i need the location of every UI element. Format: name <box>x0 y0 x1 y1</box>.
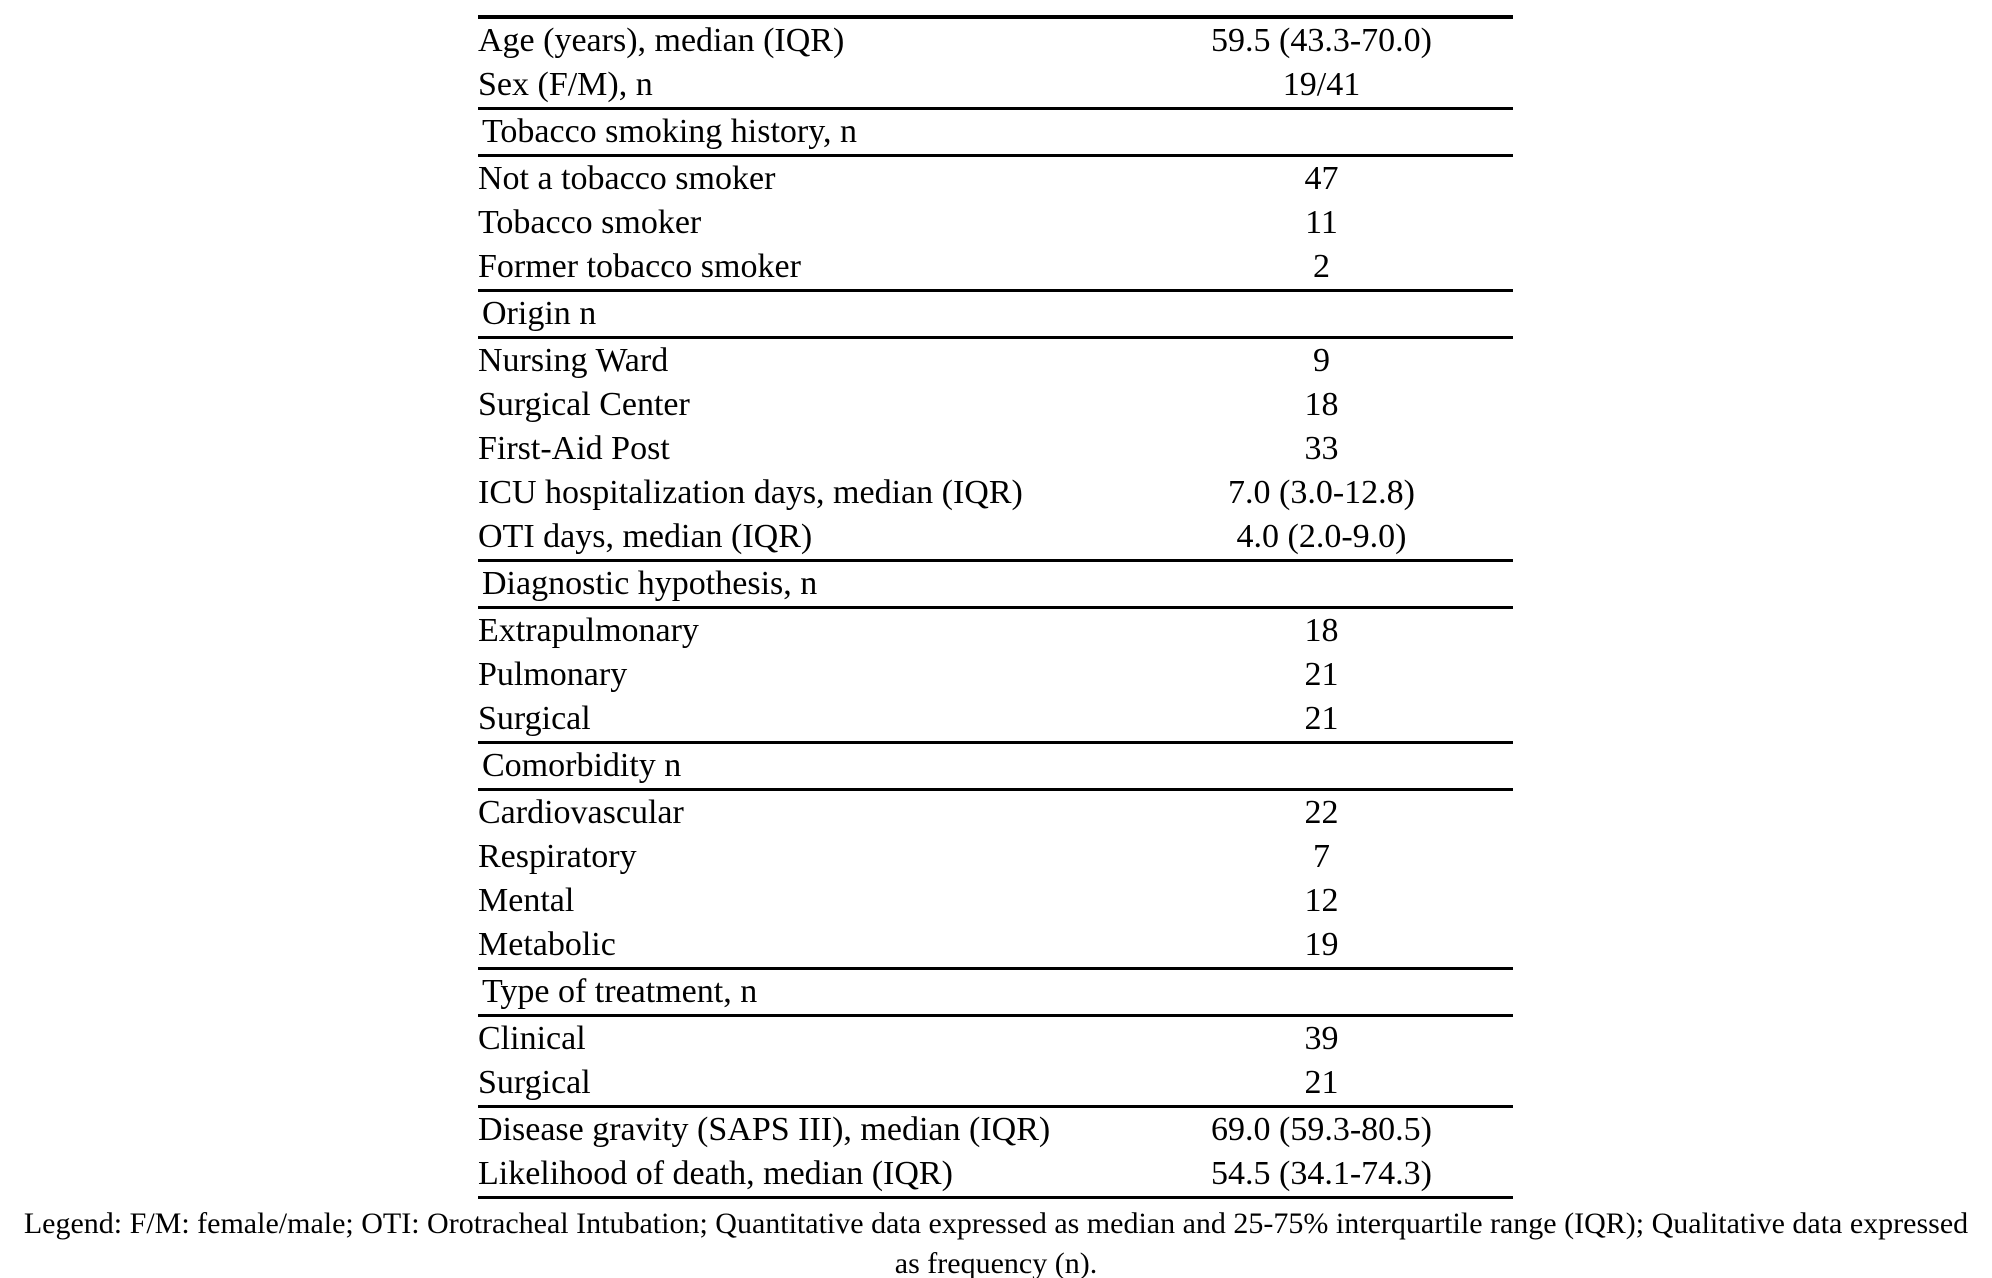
table-row: Metabolic 19 <box>478 923 1513 969</box>
section-header-row: Tobacco smoking history, n <box>478 107 1513 157</box>
section-header-row: Type of treatment, n <box>478 967 1513 1017</box>
row-value: 33 <box>1304 430 1339 467</box>
row-value: 59.5 (43.3-70.0) <box>1211 22 1432 59</box>
row-label: First-Aid Post <box>478 430 670 467</box>
row-label: Surgical Center <box>478 386 690 423</box>
section-header-label: Type of treatment, n <box>478 967 1513 1017</box>
row-value: 4.0 (2.0-9.0) <box>1236 518 1407 555</box>
row-value: 39 <box>1304 1020 1339 1057</box>
row-value: 21 <box>1304 1064 1339 1101</box>
table-row: ICU hospitalization days, median (IQR) 7… <box>478 471 1513 515</box>
row-label: ICU hospitalization days, median (IQR) <box>478 474 1023 511</box>
table-row: Respiratory 7 <box>478 835 1513 879</box>
row-value: 11 <box>1305 204 1338 241</box>
row-value: 69.0 (59.3-80.5) <box>1130 1105 1513 1152</box>
section-header-label: Origin n <box>478 289 1513 339</box>
table-row: Age (years), median (IQR) 59.5 (43.3-70.… <box>478 17 1513 63</box>
row-value: 2 <box>1313 248 1331 285</box>
row-value: 54.5 (34.1-74.3) <box>1211 1155 1432 1192</box>
row-label: Extrapulmonary <box>478 612 699 649</box>
section-header-label: Comorbidity n <box>478 741 1513 791</box>
row-value: 12 <box>1304 882 1339 919</box>
table-legend: Legend: F/M: female/male; OTI: Orotrache… <box>23 1207 1969 1278</box>
section-header-label: Diagnostic hypothesis, n <box>478 559 1513 609</box>
table-row: Pulmonary 21 <box>478 653 1513 697</box>
table-row: First-Aid Post 33 <box>478 427 1513 471</box>
table-body: Age (years), median (IQR) 59.5 (43.3-70.… <box>478 17 1513 1198</box>
row-value: 19 <box>1304 926 1339 963</box>
table-row: Former tobacco smoker 2 <box>478 245 1513 291</box>
row-value: 7 <box>1313 838 1331 875</box>
row-label: Age (years), median (IQR) <box>478 22 845 59</box>
row-label: OTI days, median (IQR) <box>478 518 813 555</box>
row-label: Sex (F/M), n <box>478 66 653 103</box>
table-row: Tobacco smoker 11 <box>478 201 1513 245</box>
row-label: Surgical <box>478 700 591 737</box>
table-row: Surgical 21 <box>478 1061 1513 1107</box>
row-label: Likelihood of death, median (IQR) <box>478 1155 953 1192</box>
table-row: Not a tobacco smoker 47 <box>478 156 1513 202</box>
table-row: Clinical 39 <box>478 1016 1513 1062</box>
row-value: 18 <box>1304 386 1339 423</box>
row-label: Former tobacco smoker <box>478 248 801 285</box>
table-row: Likelihood of death, median (IQR) 54.5 (… <box>478 1152 1513 1198</box>
table-row: Cardiovascular 22 <box>478 790 1513 836</box>
table-row: Mental 12 <box>478 879 1513 923</box>
row-value: 9 <box>1313 342 1331 379</box>
row-label: Cardiovascular <box>478 794 684 831</box>
row-label: Clinical <box>478 1020 586 1057</box>
table-row: Surgical 21 <box>478 697 1513 743</box>
row-label: Tobacco smoker <box>478 204 702 241</box>
table-row: Extrapulmonary 18 <box>478 608 1513 654</box>
table-row: Sex (F/M), n 19/41 <box>478 63 1513 109</box>
row-value: 18 <box>1304 612 1339 649</box>
row-value: 21 <box>1304 700 1339 737</box>
row-value: 19/41 <box>1282 66 1361 103</box>
row-value: 21 <box>1304 656 1339 693</box>
row-label: Respiratory <box>478 838 637 875</box>
section-header-row: Comorbidity n <box>478 741 1513 791</box>
section-header-label: Tobacco smoking history, n <box>478 107 1513 157</box>
row-label: Not a tobacco smoker <box>478 160 776 197</box>
row-label: Surgical <box>478 1064 591 1101</box>
section-header-row: Diagnostic hypothesis, n <box>478 559 1513 609</box>
table-row: Disease gravity (SAPS III), median (IQR)… <box>478 1105 1513 1152</box>
row-label: Mental <box>478 882 575 919</box>
patient-characteristics-table: Age (years), median (IQR) 59.5 (43.3-70.… <box>478 15 1513 1199</box>
section-header-row: Origin n <box>478 289 1513 339</box>
row-value: 7.0 (3.0-12.8) <box>1228 474 1415 511</box>
row-label: Disease gravity (SAPS III), median (IQR) <box>478 1105 1131 1152</box>
row-label: Pulmonary <box>478 656 628 693</box>
row-value: 22 <box>1304 794 1339 831</box>
table-row: Surgical Center 18 <box>478 383 1513 427</box>
row-label: Nursing Ward <box>478 342 669 379</box>
table-row: Nursing Ward 9 <box>478 338 1513 384</box>
row-value: 47 <box>1304 160 1339 197</box>
table-row: OTI days, median (IQR) 4.0 (2.0-9.0) <box>478 515 1513 561</box>
row-label: Metabolic <box>478 926 616 963</box>
